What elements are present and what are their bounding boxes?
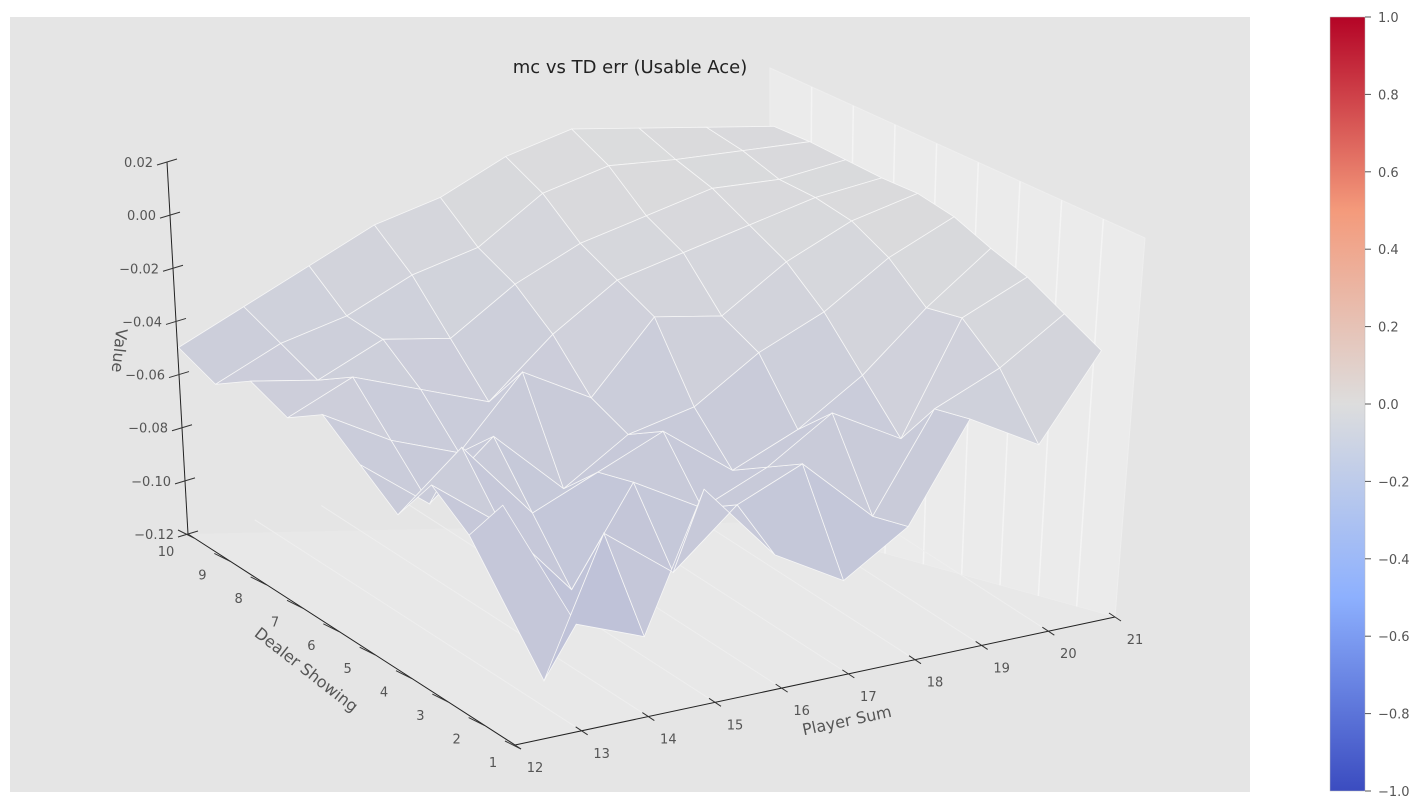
y-tick xyxy=(323,623,340,633)
y-tick-label: 10 xyxy=(158,545,175,560)
colorbar-tick-label: 1.0 xyxy=(1378,11,1399,26)
y-tick-label: 9 xyxy=(198,568,206,583)
z-tick-label: 0.00 xyxy=(127,209,156,224)
y-tick xyxy=(468,717,485,727)
z-tick-label: −0.10 xyxy=(131,475,171,490)
x-tick-label: 12 xyxy=(527,761,544,776)
axis-line xyxy=(514,616,1116,746)
z-tick-label: −0.04 xyxy=(122,315,162,330)
y-tick xyxy=(177,529,195,539)
x-tick xyxy=(1108,612,1122,622)
x-tick xyxy=(708,697,722,707)
x-tick xyxy=(908,655,922,665)
z-tick xyxy=(159,211,181,219)
surface-patch xyxy=(999,313,1102,446)
x-tick xyxy=(642,712,655,721)
y-tick-label: 8 xyxy=(235,592,243,607)
colorbar-tick-label: 0.2 xyxy=(1378,321,1399,336)
x-tick-label: 14 xyxy=(660,733,677,748)
z-axis-line xyxy=(166,161,189,535)
floor-gridline xyxy=(254,519,582,732)
wall-gridline xyxy=(1075,219,1105,607)
x-tick-label: 17 xyxy=(860,690,877,705)
colorbar-tick-label: −0.8 xyxy=(1378,708,1410,723)
floor-gridline xyxy=(321,505,649,717)
x-tick xyxy=(842,669,855,679)
colorbar-tick-label: 0.8 xyxy=(1378,88,1399,103)
axis-lines xyxy=(166,161,1116,746)
z-tick xyxy=(171,424,193,432)
z-tick xyxy=(156,158,178,166)
colorbar-ticks: −1.0 −0.8 −0.6 −0.4 −0.2 0.0 0.2 0.4 0.6 0.8 1.0 xyxy=(1365,11,1410,800)
x-tick-label: 21 xyxy=(1127,633,1144,648)
colorbar-tick-label: −0.2 xyxy=(1378,475,1410,490)
x-tick xyxy=(975,641,988,650)
z-tick xyxy=(162,264,184,272)
z-axis-ticks: −0.12 −0.10 −0.08 −0.06 −0.04 −0.02 0.00 0.02 xyxy=(119,156,199,543)
z-tick xyxy=(177,530,199,538)
y-tick-label: 4 xyxy=(380,686,388,701)
colorbar-tick-label: 0.6 xyxy=(1378,166,1399,181)
y-tick-label: 7 xyxy=(271,615,279,630)
x-tick-label: 18 xyxy=(927,676,944,691)
y-tick-label: 2 xyxy=(453,733,461,748)
colorbar-tick-label: −0.4 xyxy=(1378,553,1410,568)
colorbar xyxy=(1329,16,1366,792)
surface-mesh xyxy=(177,125,1102,682)
axis-line xyxy=(187,533,516,746)
x-tick xyxy=(1042,626,1055,636)
y-tick xyxy=(504,740,522,750)
x-tick xyxy=(775,683,788,693)
y-tick xyxy=(286,599,304,609)
colorbar-tick-label: 0.0 xyxy=(1378,398,1399,413)
colorbar-tick-label: −1.0 xyxy=(1378,785,1410,800)
y-tick-label: 5 xyxy=(344,662,352,677)
z-tick-label: −0.06 xyxy=(125,369,165,384)
x-tick-label: 19 xyxy=(993,661,1010,676)
y-tick xyxy=(359,646,376,656)
floor-pane xyxy=(188,522,1115,745)
z-tick xyxy=(168,371,190,379)
y-tick xyxy=(214,552,231,562)
x-tick-label: 16 xyxy=(793,704,810,719)
colorbar-tick-label: 0.4 xyxy=(1378,243,1399,258)
y-tick-label: 1 xyxy=(489,756,497,771)
z-tick xyxy=(165,317,187,325)
x-tick-label: 15 xyxy=(727,718,744,733)
y-tick-label: 6 xyxy=(307,639,315,654)
y-axis-ticks: 1 2 3 4 5 6 7 8 9 10 xyxy=(158,529,522,771)
x-tick-label: 13 xyxy=(593,747,610,762)
z-tick-label: −0.02 xyxy=(119,262,159,277)
y-tick xyxy=(250,576,267,586)
z-axis-label: Value xyxy=(108,328,131,374)
z-tick-label: −0.12 xyxy=(134,528,174,543)
x-axis-ticks: 12 13 14 15 16 17 18 19 20 21 xyxy=(508,612,1144,776)
y-tick xyxy=(395,670,413,680)
z-tick-label: −0.08 xyxy=(128,422,168,437)
x-tick xyxy=(575,726,588,736)
y-tick xyxy=(432,693,449,703)
x-tick-label: 20 xyxy=(1060,647,1077,662)
chart-title: mc vs TD err (Usable Ace) xyxy=(513,57,748,78)
colorbar-tick-label: −0.6 xyxy=(1378,630,1410,645)
z-tick-label: 0.02 xyxy=(124,156,153,171)
y-tick-label: 3 xyxy=(416,709,424,724)
z-tick xyxy=(174,477,196,485)
